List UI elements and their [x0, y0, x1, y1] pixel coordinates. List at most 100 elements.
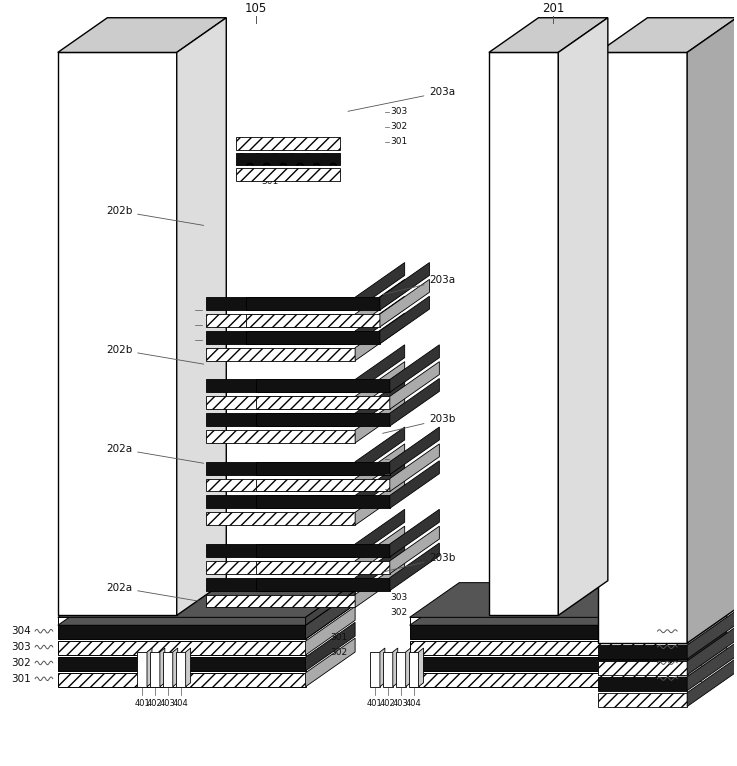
Polygon shape [306, 591, 355, 639]
Text: 203a: 203a [383, 275, 455, 295]
Text: 202a: 202a [106, 583, 203, 602]
Polygon shape [306, 622, 355, 671]
Polygon shape [206, 430, 355, 443]
Polygon shape [489, 18, 608, 52]
Polygon shape [598, 677, 687, 691]
Polygon shape [256, 396, 390, 409]
Polygon shape [380, 280, 430, 327]
Polygon shape [677, 591, 727, 639]
Polygon shape [598, 692, 687, 706]
Polygon shape [355, 444, 405, 492]
Polygon shape [206, 512, 355, 525]
Polygon shape [57, 641, 306, 655]
Polygon shape [206, 462, 355, 475]
Polygon shape [256, 479, 390, 492]
Polygon shape [396, 652, 405, 686]
Text: 303: 303 [11, 642, 31, 652]
Polygon shape [206, 348, 355, 361]
Text: 303: 303 [683, 642, 703, 652]
Polygon shape [246, 314, 380, 327]
Polygon shape [160, 648, 165, 686]
Polygon shape [206, 496, 355, 509]
Polygon shape [419, 648, 424, 686]
Text: 202a: 202a [106, 444, 203, 463]
Polygon shape [410, 617, 677, 625]
Polygon shape [355, 477, 405, 525]
Polygon shape [57, 657, 306, 671]
Text: 303: 303 [390, 593, 407, 602]
Polygon shape [410, 583, 727, 617]
Text: 402: 402 [380, 699, 396, 708]
Polygon shape [306, 583, 355, 625]
Polygon shape [677, 583, 727, 625]
Polygon shape [390, 526, 439, 574]
Polygon shape [306, 591, 355, 639]
Polygon shape [410, 591, 727, 625]
Text: 304: 304 [175, 306, 192, 315]
Text: 304: 304 [11, 627, 31, 637]
Polygon shape [246, 297, 380, 310]
Polygon shape [206, 594, 355, 607]
Polygon shape [390, 362, 439, 409]
Text: 404: 404 [406, 699, 422, 708]
Polygon shape [390, 543, 439, 591]
Text: 302: 302 [390, 123, 407, 131]
Text: 302: 302 [175, 336, 192, 345]
Polygon shape [57, 52, 177, 615]
Polygon shape [150, 652, 160, 686]
Text: 302: 302 [11, 658, 31, 668]
Polygon shape [57, 583, 355, 617]
Polygon shape [687, 642, 737, 691]
Text: 403: 403 [160, 699, 175, 708]
Text: 303: 303 [390, 107, 407, 116]
Polygon shape [393, 648, 398, 686]
Text: 201: 201 [542, 2, 565, 15]
Polygon shape [383, 652, 393, 686]
Polygon shape [355, 427, 405, 475]
Polygon shape [390, 345, 439, 392]
Polygon shape [410, 641, 677, 655]
Polygon shape [206, 544, 355, 557]
Polygon shape [147, 648, 152, 686]
Text: 304: 304 [683, 627, 703, 637]
Text: 301: 301 [390, 137, 407, 146]
Polygon shape [256, 379, 390, 392]
Polygon shape [256, 462, 390, 475]
Polygon shape [57, 673, 306, 686]
Polygon shape [206, 561, 355, 574]
Polygon shape [677, 622, 727, 671]
Text: 203b: 203b [383, 553, 455, 572]
Polygon shape [57, 18, 226, 52]
Text: 401: 401 [134, 699, 150, 708]
Polygon shape [687, 18, 737, 643]
Text: 301: 301 [11, 674, 31, 684]
Polygon shape [256, 413, 390, 426]
Text: 301: 301 [261, 177, 279, 186]
Text: 202b: 202b [105, 206, 203, 225]
Polygon shape [57, 591, 355, 625]
Polygon shape [355, 362, 405, 409]
Text: 402: 402 [147, 699, 163, 708]
Polygon shape [306, 638, 355, 686]
Polygon shape [186, 648, 191, 686]
Text: 403: 403 [393, 699, 408, 708]
Polygon shape [410, 625, 677, 639]
Polygon shape [355, 280, 405, 327]
Polygon shape [206, 578, 355, 591]
Polygon shape [256, 496, 390, 509]
Polygon shape [355, 345, 405, 392]
Text: 301: 301 [330, 633, 348, 642]
Polygon shape [256, 544, 390, 557]
Polygon shape [206, 379, 355, 392]
Polygon shape [390, 427, 439, 475]
Polygon shape [206, 413, 355, 426]
Polygon shape [390, 444, 439, 492]
Polygon shape [687, 627, 737, 675]
Polygon shape [256, 561, 390, 574]
Polygon shape [598, 661, 687, 675]
Polygon shape [355, 296, 405, 344]
Polygon shape [355, 509, 405, 557]
Text: 302: 302 [330, 647, 347, 656]
Polygon shape [355, 560, 405, 607]
Text: 303: 303 [175, 320, 192, 329]
